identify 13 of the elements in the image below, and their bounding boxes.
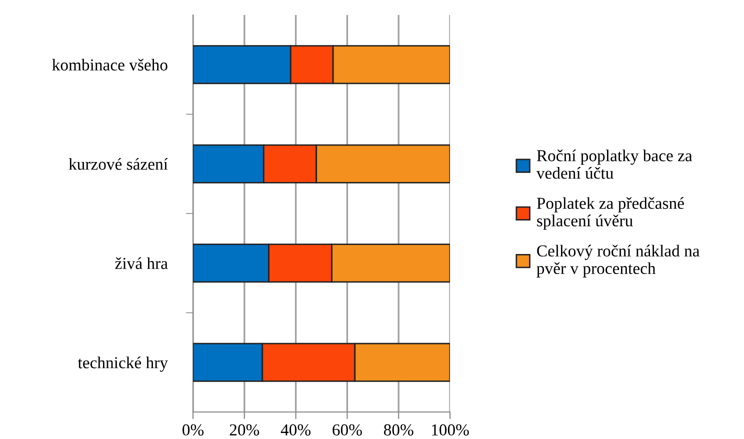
x-tick-label: 60% (332, 424, 362, 436)
y-tick-label: kombinace všeho (52, 58, 168, 71)
x-tick-label: 80% (384, 424, 414, 436)
x-tick-label: 0% (182, 424, 204, 436)
legend-label: Poplatek za předčasné splacení úvěru (536, 197, 684, 230)
x-tick-label: 100% (432, 424, 469, 436)
y-tick-label: technické hry (78, 356, 168, 372)
legend-label: Roční poplatky bace za vedení účtu (536, 150, 692, 179)
x-tick-label: 40% (280, 424, 311, 436)
y-tick-label: živá hra (115, 257, 168, 270)
legend-label: Celkový roční náklad na pvěr v procentech (536, 244, 700, 278)
y-tick-label: kurzové sázení (68, 158, 168, 170)
x-tick-label: 20% (230, 424, 260, 436)
